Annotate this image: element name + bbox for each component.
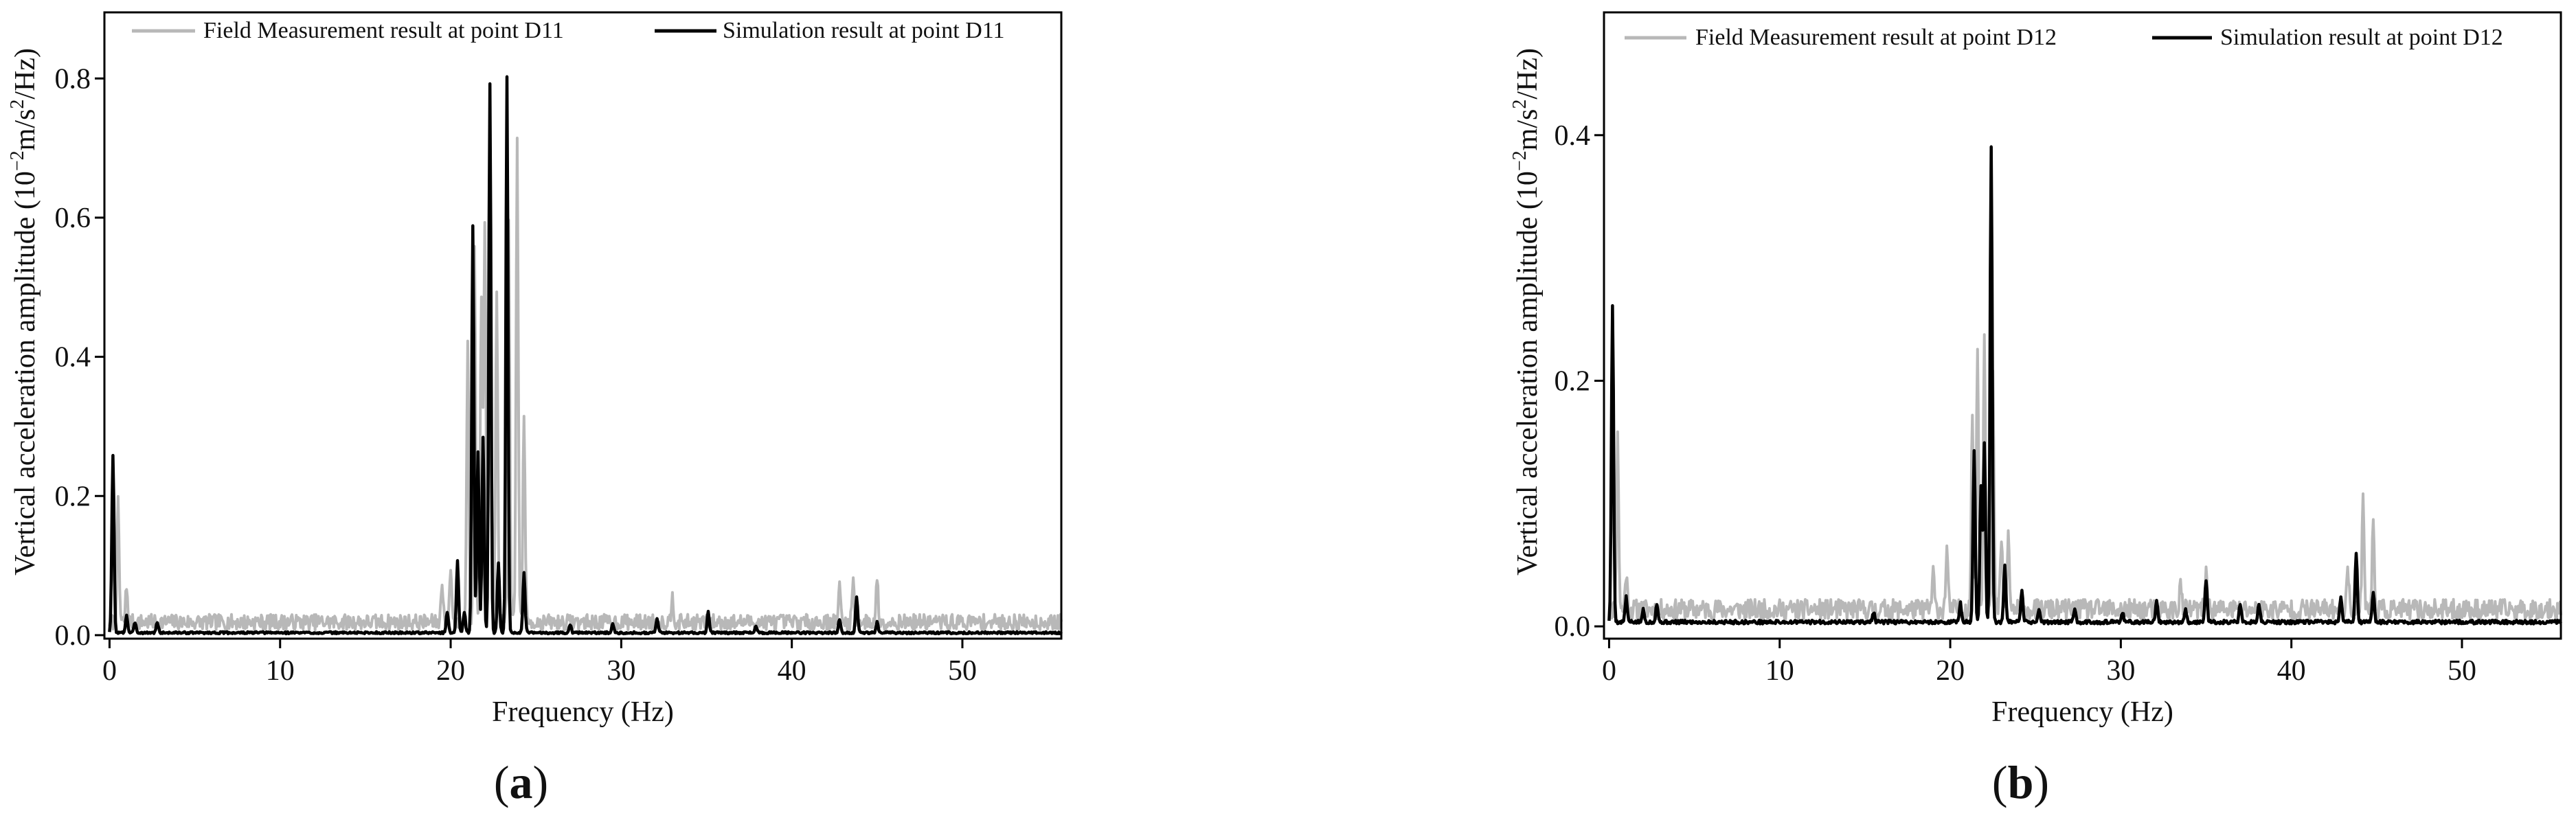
panel-label-a: (a): [494, 756, 548, 808]
ticks-a: 0 10 20 30 40 50 0.0 0.2 0.4 0.6 0.8: [55, 63, 977, 687]
y-axis-label-b: Vertical acceleration amplitude (10−2m/s…: [1509, 48, 1544, 575]
ticks-b: 0 10 20 30 40 50 0.0 0.2 0.4: [1555, 120, 2476, 687]
panel-a: 0 10 20 30 40 50 0.0 0.2 0.4 0.6 0.8 Field Measure…: [7, 11, 1063, 808]
plot-frame-a: [103, 11, 1063, 640]
x-tick-label: 10: [1765, 655, 1794, 687]
panel-label-b: (b): [1992, 756, 2049, 808]
x-axis-label-b: Frequency (Hz): [1991, 696, 2173, 728]
x-tick-label: 30: [2106, 655, 2135, 687]
y-tick-label: 0.4: [1555, 120, 1591, 152]
y-tick-label: 0.6: [55, 203, 91, 234]
legend-a: Field Measurement result at point D11 Si…: [132, 18, 1005, 43]
x-tick-label: 10: [266, 655, 295, 687]
legend-label-sim-a: Simulation result at point D11: [723, 18, 1005, 43]
y-tick-label: 0.8: [55, 63, 91, 95]
x-tick-label: 0: [1602, 655, 1616, 687]
legend-label-sim-b: Simulation result at point D12: [2220, 25, 2503, 50]
series-layer-a: [108, 75, 1063, 636]
x-tick-label: 20: [1936, 655, 1965, 687]
simulation-line: [108, 75, 1063, 636]
field-measurement-line: [1608, 333, 2562, 621]
y-tick-label: 0.2: [1555, 365, 1591, 397]
x-tick-label: 30: [607, 655, 635, 687]
legend-b: Field Measurement result at point D12 Si…: [1625, 25, 2503, 50]
x-tick-label: 40: [2277, 655, 2306, 687]
x-axis-label-a: Frequency (Hz): [492, 696, 674, 728]
y-tick-label: 0.0: [1555, 611, 1591, 643]
legend-label-field-b: Field Measurement result at point D12: [1695, 25, 2057, 50]
x-tick-label: 0: [102, 655, 117, 687]
y-tick-label: 0.0: [55, 620, 91, 652]
panel-b: 0 10 20 30 40 50 0.0 0.2 0.4 Field Measurement r…: [1509, 11, 2562, 808]
y-tick-label: 0.2: [55, 481, 91, 512]
legend-label-field-a: Field Measurement result at point D11: [203, 18, 564, 43]
y-tick-label: 0.4: [55, 342, 91, 374]
x-tick-label: 40: [778, 655, 806, 687]
plot-frame-b: [1603, 11, 2562, 640]
y-axis-label-a: Vertical acceleration amplitude (10−2m/s…: [7, 48, 41, 575]
x-tick-label: 20: [436, 655, 465, 687]
field-measurement-line: [108, 137, 1063, 632]
series-layer-b: [1607, 145, 2562, 626]
x-tick-label: 50: [948, 655, 977, 687]
simulation-line: [1607, 145, 2562, 626]
x-tick-label: 50: [2448, 655, 2476, 687]
